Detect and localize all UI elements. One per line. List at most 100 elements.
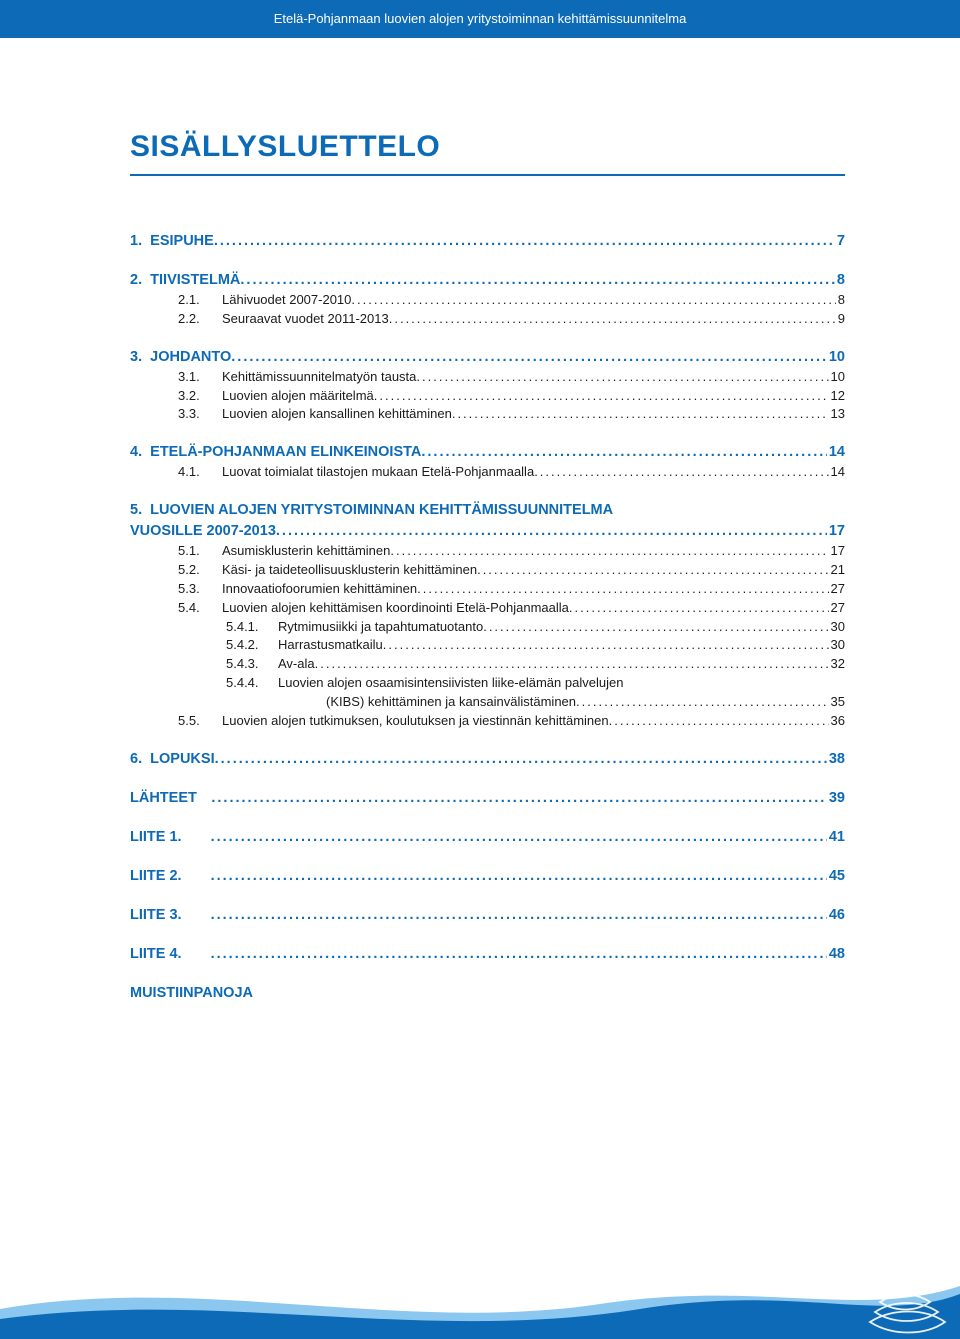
toc-spacer — [130, 809, 845, 827]
toc-page: 36 — [829, 712, 845, 731]
toc-page: 8 — [835, 270, 845, 291]
toc-leader — [389, 310, 836, 329]
toc-number: 5.4.3. — [226, 655, 278, 674]
toc-entry: 3.2. Luovien alojen määritelmä 12 — [130, 387, 845, 406]
toc-spacer — [130, 329, 845, 347]
toc-label: Luovien alojen tutkimuksen, koulutuksen … — [222, 712, 609, 731]
toc-label: (KIBS) kehittäminen ja kansainvälistämin… — [326, 693, 576, 712]
toc-label: JOHDANTO — [150, 347, 231, 368]
toc-page: 10 — [829, 368, 845, 387]
toc-label: VUOSILLE 2007-2013 — [130, 521, 276, 542]
toc-number: 2.2. — [178, 310, 222, 329]
toc-page: 17 — [827, 521, 845, 542]
toc-number: 3.2. — [178, 387, 222, 406]
toc-leader — [609, 712, 829, 731]
toc-leader — [421, 442, 826, 463]
toc-spacer — [130, 887, 845, 905]
toc-label: Luovien alojen kehittämisen koordinointi… — [222, 599, 569, 618]
toc-number: 3. — [130, 347, 150, 368]
toc-label: LUOVIEN ALOJEN YRITYSTOIMINNAN KEHITTÄMI… — [150, 500, 613, 521]
toc-leader — [211, 905, 827, 926]
toc-leader — [416, 368, 828, 387]
toc-number: 1. — [130, 231, 150, 252]
toc-leader — [569, 599, 829, 618]
toc-page: 13 — [829, 405, 845, 424]
toc-leader — [383, 636, 829, 655]
toc-label: Kehittämissuunnitelmatyön tausta — [222, 368, 416, 387]
toc-number: 5.2. — [178, 561, 222, 580]
toc-label: Innovaatiofoorumien kehittäminen — [222, 580, 417, 599]
toc-entry: LÄHTEET 39 — [130, 788, 845, 809]
toc-label: LIITE 4. — [130, 944, 211, 965]
toc-spacer — [130, 252, 845, 270]
toc-entry: 5.4.4. Luovien alojen osaamisintensiivis… — [130, 674, 845, 693]
toc-leader — [483, 618, 828, 637]
toc-page: 27 — [829, 599, 845, 618]
toc-entry: LIITE 1. 41 — [130, 827, 845, 848]
toc-leader — [576, 693, 829, 712]
toc-label: LIITE 2. — [130, 866, 211, 887]
toc-label: Rytmimusiikki ja tapahtumatuotanto — [278, 618, 483, 637]
toc-label: TIIVISTELMÄ — [150, 270, 240, 291]
toc-label: ETELÄ-POHJANMAAN ELINKEINOISTA — [150, 442, 421, 463]
toc-spacer — [130, 965, 845, 983]
toc-page: 48 — [827, 944, 845, 965]
toc-leader — [534, 463, 828, 482]
toc-entry: 5.4.2. Harrastusmatkailu 30 — [130, 636, 845, 655]
toc-number: 4.1. — [178, 463, 222, 482]
toc-entry: 1. ESIPUHE7 — [130, 231, 845, 252]
toc-page: 39 — [827, 788, 845, 809]
toc-number: 3.1. — [178, 368, 222, 387]
toc-label: ESIPUHE — [150, 231, 214, 252]
toc-label: Seuraavat vuodet 2011-2013 — [222, 310, 389, 329]
toc-spacer — [130, 770, 845, 788]
toc-page: 45 — [827, 866, 845, 887]
toc-label: Harrastusmatkailu — [278, 636, 383, 655]
toc-page: 46 — [827, 905, 845, 926]
toc-entry: 5.3. Innovaatiofoorumien kehittäminen 27 — [130, 580, 845, 599]
toc-leader — [417, 580, 828, 599]
toc-entry: 2.1. Lähivuodet 2007-20108 — [130, 291, 845, 310]
toc-entry: 2.2. Seuraavat vuodet 2011-20139 — [130, 310, 845, 329]
toc-spacer — [130, 731, 845, 749]
toc-leader — [276, 521, 827, 542]
toc-entry: 5.2. Käsi- ja taideteollisuusklusterin k… — [130, 561, 845, 580]
toc-page: 17 — [829, 542, 845, 561]
toc-label: Luovien alojen määritelmä — [222, 387, 374, 406]
toc-entry: LIITE 3. 46 — [130, 905, 845, 926]
toc-leader — [374, 387, 829, 406]
toc-label: Asumisklusterin kehittäminen — [222, 542, 390, 561]
toc-label: LOPUKSI — [150, 749, 214, 770]
toc-leader — [211, 944, 827, 965]
toc-page: 12 — [829, 387, 845, 406]
toc-heading: MUISTIINPANOJA — [130, 983, 845, 1004]
toc-number: 5. — [130, 500, 150, 521]
toc-entry: 3.3. Luovien alojen kansallinen kehittäm… — [130, 405, 845, 424]
toc-number: 6. — [130, 749, 150, 770]
toc-label: LÄHTEET — [130, 788, 211, 809]
toc-number: 5.4.2. — [226, 636, 278, 655]
toc-entry: 3. JOHDANTO10 — [130, 347, 845, 368]
toc-leader — [452, 405, 829, 424]
toc-page: 14 — [829, 463, 845, 482]
toc-page: 30 — [829, 636, 845, 655]
toc-page: 27 — [829, 580, 845, 599]
toc-leader — [240, 270, 835, 291]
toc-number: 3.3. — [178, 405, 222, 424]
toc-leader — [315, 655, 829, 674]
toc-entry: 5.4.3. Av-ala32 — [130, 655, 845, 674]
toc-entry: 5.1. Asumisklusterin kehittäminen17 — [130, 542, 845, 561]
toc-entry: 5.5. Luovien alojen tutkimuksen, koulutu… — [130, 712, 845, 731]
toc-page: 30 — [829, 618, 845, 637]
document-header: Etelä-Pohjanmaan luovien alojen yritysto… — [0, 0, 960, 38]
toc-entry: VUOSILLE 2007-2013 17 — [130, 521, 845, 542]
toc-leader — [231, 347, 827, 368]
toc-page: 14 — [827, 442, 845, 463]
toc-spacer — [130, 482, 845, 500]
toc-entry: 3.1. Kehittämissuunnitelmatyön tausta 10 — [130, 368, 845, 387]
toc-entry: 5.4. Luovien alojen kehittämisen koordin… — [130, 599, 845, 618]
toc-label: MUISTIINPANOJA — [130, 983, 253, 1004]
toc-leader — [390, 542, 828, 561]
toc-label: Lähivuodet 2007-2010 — [222, 291, 351, 310]
toc-page: 35 — [829, 693, 845, 712]
